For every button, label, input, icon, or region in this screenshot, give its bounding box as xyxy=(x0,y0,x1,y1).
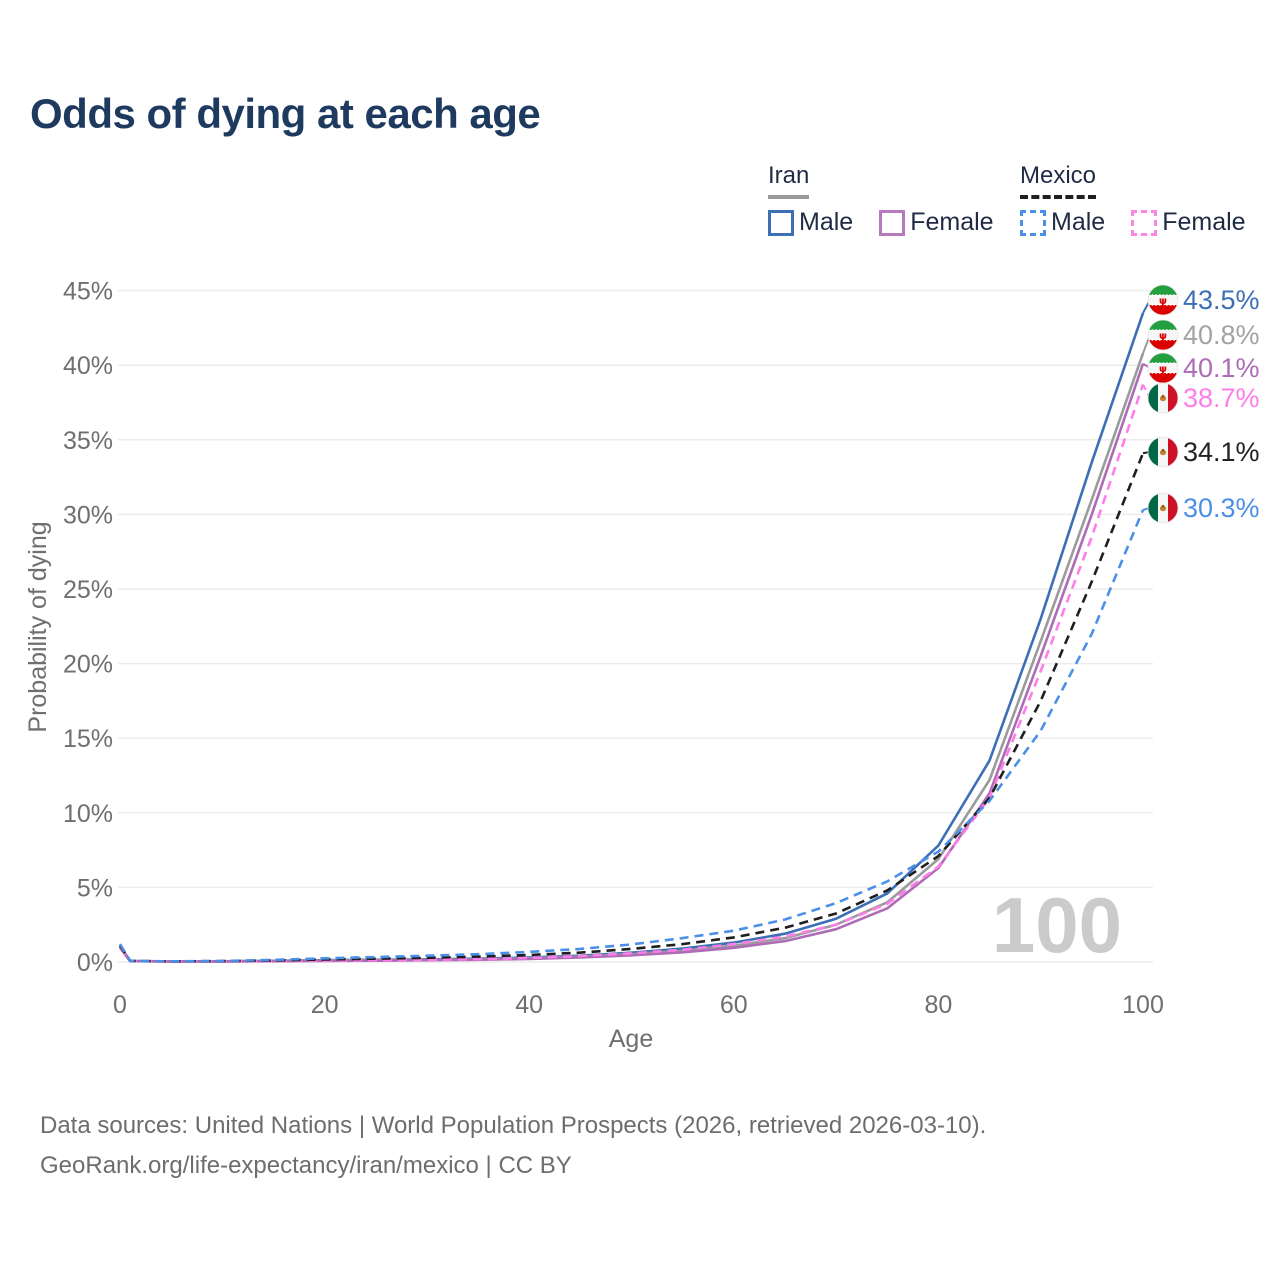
end-value-label-iran-female: 40.1% xyxy=(1183,353,1260,383)
legend-item-mexico-female[interactable]: Female xyxy=(1131,208,1246,237)
page-title: Odds of dying at each age xyxy=(30,90,541,137)
y-axis-tick: 25% xyxy=(63,576,113,604)
y-axis-tick: 35% xyxy=(63,427,113,455)
flag-icon-mexico xyxy=(1147,492,1179,524)
end-value-label-iran-both: 40.8% xyxy=(1183,320,1260,350)
x-axis-title: Age xyxy=(609,1025,653,1053)
series-line-iran-both[interactable] xyxy=(118,352,1145,963)
svg-text:ψ: ψ xyxy=(1159,296,1167,307)
y-axis-tick: 5% xyxy=(77,874,113,902)
series-line-mexico-both[interactable] xyxy=(118,452,1145,963)
y-axis-tick: 45% xyxy=(63,278,113,306)
legend-item-mexico-male[interactable]: Male xyxy=(1020,208,1105,237)
y-axis-tick: 10% xyxy=(63,800,113,828)
series-line-mexico-male[interactable] xyxy=(118,509,1145,963)
x-axis-tick: 100 xyxy=(1122,991,1164,1019)
flag-icon-iran: ψ xyxy=(1147,284,1179,316)
end-value-label-mexico-both: 34.1% xyxy=(1183,437,1260,467)
mexico-male-swatch-icon xyxy=(1020,209,1046,236)
series-line-mexico-female[interactable] xyxy=(118,384,1145,963)
data-sources-line1: Data sources: United Nations | World Pop… xyxy=(40,1112,987,1139)
svg-text:ψ: ψ xyxy=(1159,331,1167,342)
series-line-iran-female[interactable] xyxy=(118,363,1145,963)
y-axis-title: Probability of dying xyxy=(24,521,52,732)
iran-female-swatch-icon xyxy=(879,209,906,236)
legend-country-mexico: Mexico xyxy=(1020,162,1097,199)
legend-item-iran-male[interactable]: Male xyxy=(768,208,853,237)
leader-line-mexico-male xyxy=(1142,507,1154,511)
svg-text:ψ: ψ xyxy=(1159,364,1167,375)
x-axis-tick: 60 xyxy=(720,991,748,1019)
data-sources: Data sources: United Nations | World Pop… xyxy=(40,1106,986,1186)
series-line-iran-male[interactable] xyxy=(118,312,1145,963)
y-axis-tick: 15% xyxy=(63,725,113,753)
legend-item-label: Female xyxy=(910,208,994,236)
age-counter-watermark: 100 xyxy=(992,881,1122,969)
mexico-female-swatch-icon xyxy=(1131,209,1158,236)
x-axis-tick: 40 xyxy=(515,991,543,1019)
end-value-label-mexico-male: 30.3% xyxy=(1183,493,1260,523)
flag-icon-mexico xyxy=(1147,436,1179,468)
y-axis-tick: 0% xyxy=(77,949,113,977)
flag-icon-mexico xyxy=(1147,382,1179,414)
legend-item-label: Male xyxy=(799,208,854,236)
legend-item-iran-female[interactable]: Female xyxy=(879,208,994,237)
legend-item-label: Female xyxy=(1162,208,1246,236)
leader-line-mexico-both xyxy=(1142,451,1154,455)
legend-group-mexico: Mexico Male Female xyxy=(1020,162,1246,237)
data-sources-line2: GeoRank.org/life-expectancy/iran/mexico … xyxy=(40,1152,572,1179)
legend-country-iran: Iran xyxy=(768,162,810,199)
y-axis-tick: 40% xyxy=(63,352,113,380)
x-axis-tick: 20 xyxy=(311,991,339,1019)
iran-male-swatch-icon xyxy=(768,209,794,236)
x-axis-tick: 0 xyxy=(113,991,127,1019)
y-axis-tick: 20% xyxy=(63,651,113,679)
x-axis-tick: 80 xyxy=(924,991,952,1019)
flag-icon-iran: ψ xyxy=(1147,352,1179,384)
end-value-label-iran-male: 43.5% xyxy=(1183,285,1260,315)
end-value-label-mexico-female: 38.7% xyxy=(1183,383,1260,413)
legend-group-iran: Iran Male Female xyxy=(768,162,994,237)
legend-item-label: Male xyxy=(1051,208,1106,236)
flag-icon-iran: ψ xyxy=(1147,319,1179,351)
y-axis-tick: 30% xyxy=(63,501,113,529)
